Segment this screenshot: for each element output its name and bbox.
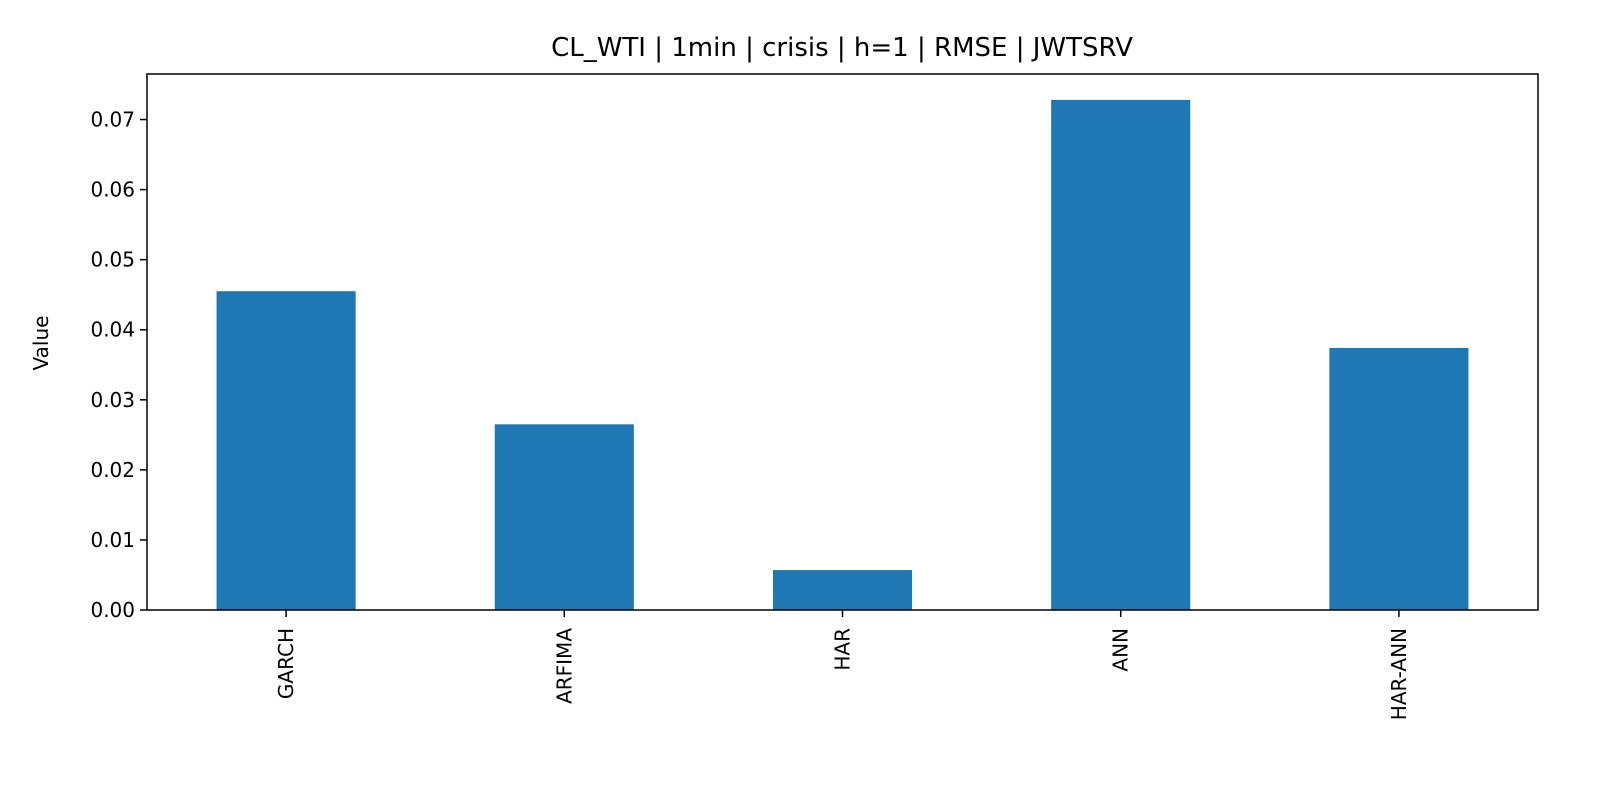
y-tick-label: 0.05 [90, 248, 135, 272]
x-tick-label: HAR-ANN [1387, 628, 1411, 720]
y-tick-label: 0.06 [90, 178, 135, 202]
plot-frame [146, 73, 1539, 611]
bar-har-ann [1329, 347, 1469, 610]
y-tick-label: 0.07 [90, 108, 135, 132]
y-tick-label: 0.04 [90, 318, 135, 342]
bar-garch [216, 291, 356, 610]
x-tick-label: ANN [1109, 628, 1133, 672]
y-tick-label: 0.01 [90, 528, 135, 552]
chart-title: CL_WTI | 1min | crisis | h=1 | RMSE | JW… [551, 33, 1133, 63]
y-tick-label: 0.03 [90, 388, 135, 412]
x-tick-label: HAR [831, 628, 855, 671]
bar-har [772, 570, 913, 610]
y-axis-label: Value [29, 316, 53, 371]
y-axis-ticks: 0.00 0.01 0.02 0.03 0.04 0.05 0.06 0.07 [90, 108, 147, 622]
bar-ann [1051, 99, 1191, 610]
x-tick-label: ARFIMA [552, 628, 576, 704]
bars-group [216, 99, 1469, 610]
y-tick-label: 0.00 [90, 598, 135, 622]
x-axis-ticks: GARCH ARFIMA HAR ANN HAR-ANN [274, 610, 1411, 720]
bar-arfima [494, 424, 634, 610]
y-tick-label: 0.02 [90, 458, 135, 482]
x-tick-label: GARCH [274, 628, 298, 699]
